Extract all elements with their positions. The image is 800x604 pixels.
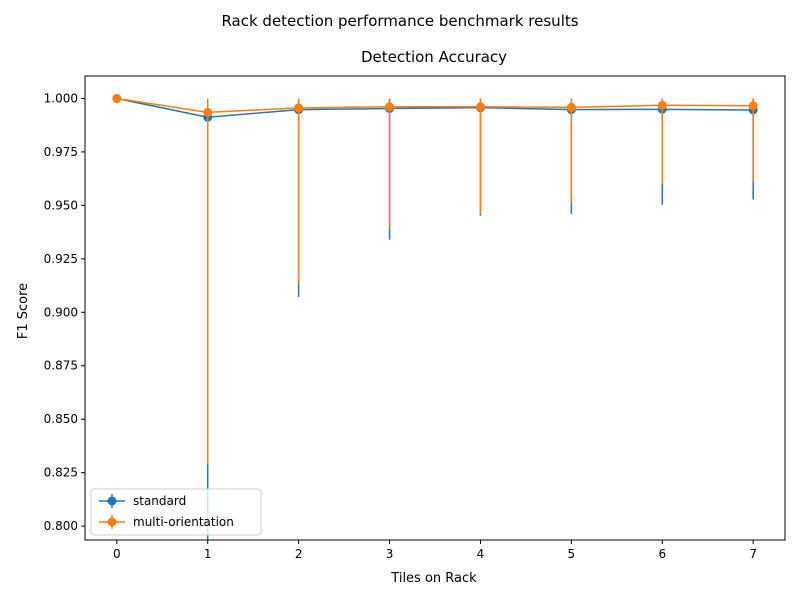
y-tick-label: 0.925 xyxy=(44,252,78,266)
x-tick-label: 6 xyxy=(658,547,666,561)
y-tick-label: 0.900 xyxy=(44,305,78,319)
legend-marker xyxy=(107,517,117,527)
data-point xyxy=(475,102,485,112)
data-point xyxy=(566,102,576,112)
y-tick-label: 0.825 xyxy=(44,466,78,480)
series-multi-orientation xyxy=(112,93,758,465)
x-axis-label: Tiles on Rack xyxy=(390,571,477,586)
data-point xyxy=(385,102,395,112)
series-line xyxy=(116,97,754,114)
x-tick-label: 2 xyxy=(295,547,303,561)
x-tick-label: 5 xyxy=(568,547,576,561)
plot-area: 0 1 2 3 4 5 6 7 0.800 0.825 0.850 0.875 0.900 0.925 0.… xyxy=(44,75,786,561)
y-tick-label: 0.950 xyxy=(44,198,78,212)
y-tick-label: 0.875 xyxy=(44,359,78,373)
series-group xyxy=(112,93,758,540)
legend-label: standard xyxy=(133,494,186,508)
x-tick-label: 3 xyxy=(386,547,394,561)
x-tick-label: 7 xyxy=(749,547,757,561)
legend: standard multi-orientation xyxy=(90,488,262,536)
legend-label: multi-orientation xyxy=(133,515,234,529)
legend-entry: standard xyxy=(99,494,186,508)
data-point xyxy=(203,107,213,117)
y-tick-label: 1.000 xyxy=(44,91,78,105)
figure-suptitle: Rack detection performance benchmark res… xyxy=(221,12,578,30)
x-tick-label: 4 xyxy=(477,547,485,561)
data-point xyxy=(294,103,304,113)
plot-frame xyxy=(84,75,786,541)
data-point xyxy=(748,101,758,111)
legend-box xyxy=(90,488,262,536)
series-line xyxy=(116,97,754,119)
x-tick-label: 1 xyxy=(204,547,212,561)
chart-title: Detection Accuracy xyxy=(361,48,507,66)
y-axis-label: F1 Score xyxy=(16,283,31,339)
x-tick-label: 0 xyxy=(113,547,121,561)
y-tick-label: 0.800 xyxy=(44,519,78,533)
legend-entry: multi-orientation xyxy=(99,515,234,529)
y-tick-label: 0.850 xyxy=(44,412,78,426)
y-tick-label: 0.975 xyxy=(44,145,78,159)
data-point xyxy=(657,100,667,110)
data-point xyxy=(112,93,122,103)
legend-marker xyxy=(107,496,117,506)
